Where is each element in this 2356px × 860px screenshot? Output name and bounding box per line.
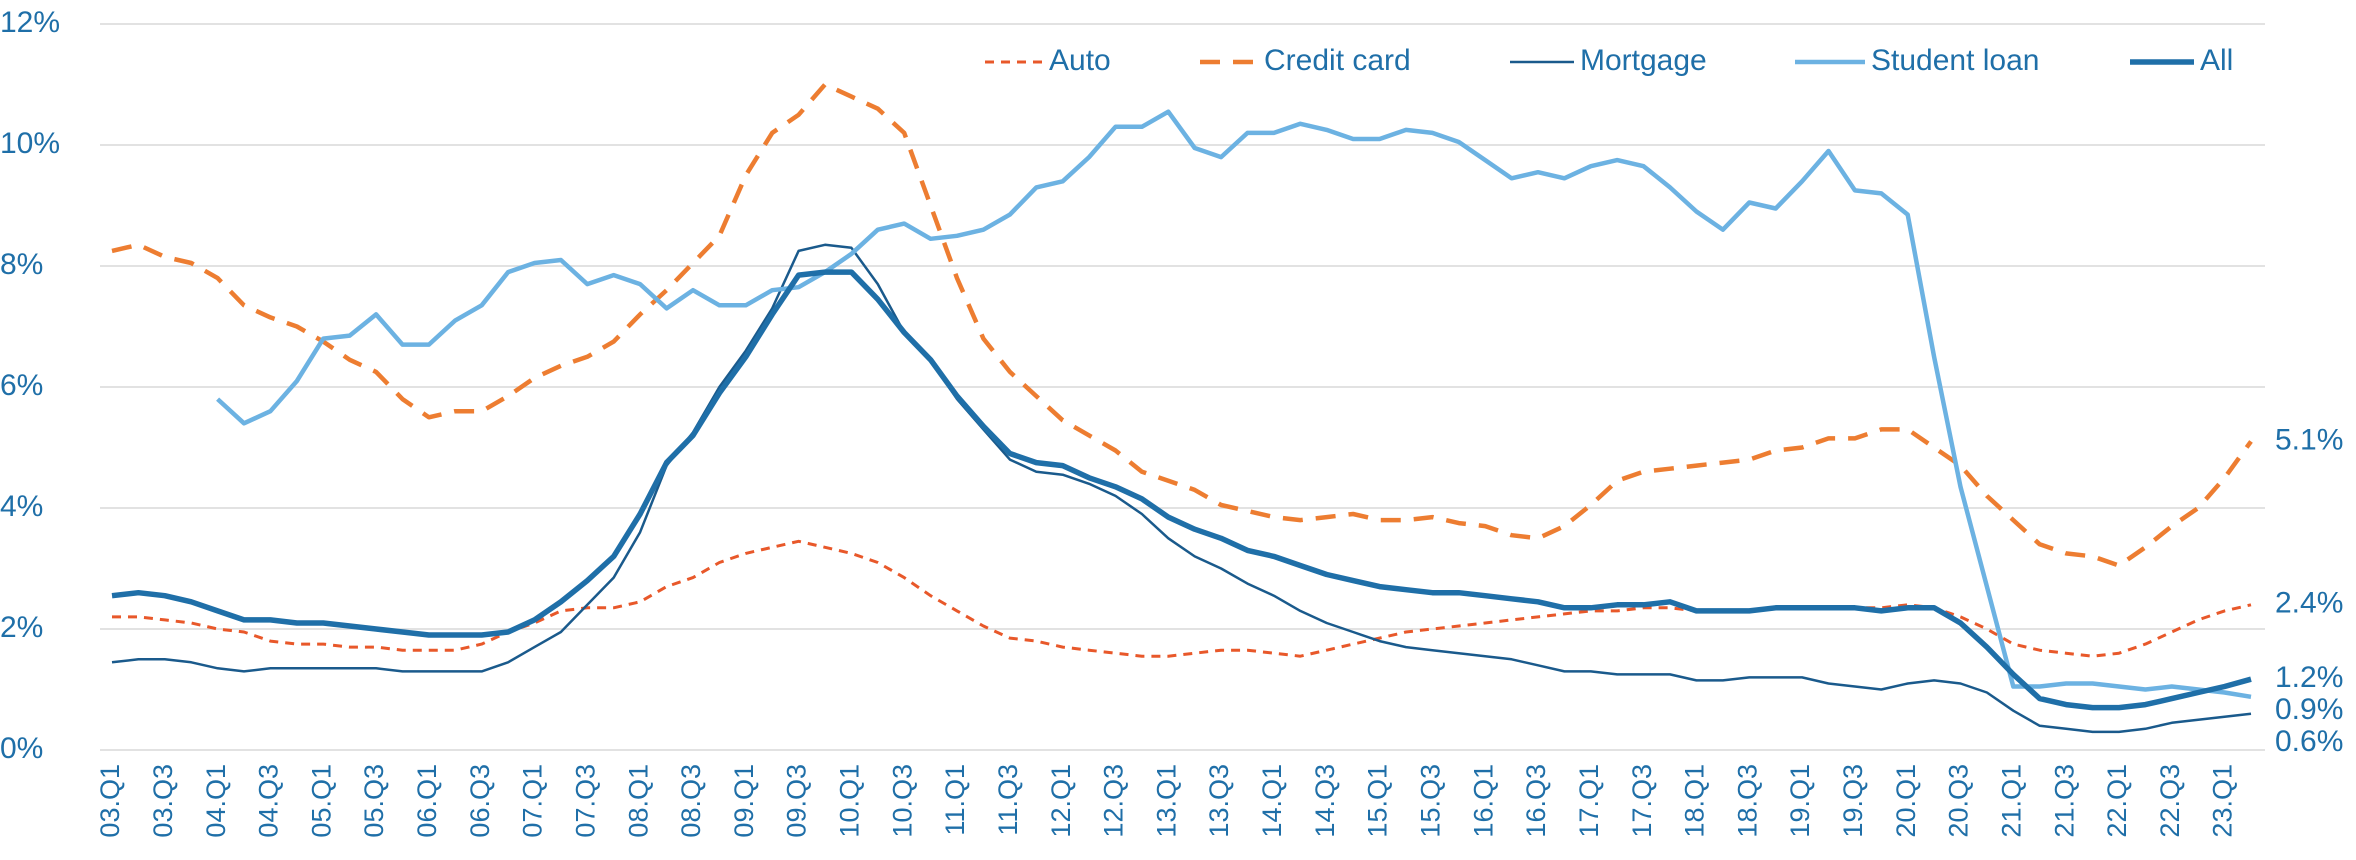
legend-label: Mortgage: [1580, 44, 1707, 77]
x-tick-label: 15.Q3: [1415, 764, 1445, 838]
x-tick-label: 17.Q3: [1627, 764, 1657, 838]
series-line: [111, 82, 2253, 568]
end-label: 5.1%: [2275, 423, 2343, 456]
x-tick-label: 16.Q3: [1521, 764, 1551, 838]
x-tick-label: 18.Q3: [1732, 764, 1762, 838]
x-tick-label: 11.Q3: [993, 764, 1023, 836]
y-tick-label: 8%: [0, 248, 43, 281]
x-tick-label: 16.Q1: [1468, 764, 1498, 838]
legend-label: Auto: [1049, 44, 1111, 77]
x-tick-label: 05.Q1: [306, 764, 336, 838]
y-tick-label: 4%: [0, 490, 43, 523]
legend-label: Credit card: [1264, 44, 1411, 77]
x-tick-label: 07.Q1: [518, 764, 548, 838]
x-tick-label: 08.Q1: [623, 764, 653, 838]
x-tick-label: 13.Q1: [1151, 764, 1181, 838]
series-line: [216, 109, 2252, 700]
x-tick-label: 09.Q3: [782, 764, 812, 838]
series-line: [111, 243, 2252, 734]
series-line: [111, 269, 2252, 711]
end-label: 0.6%: [2275, 725, 2343, 758]
y-tick-label: 6%: [0, 369, 43, 402]
x-tick-label: 22.Q1: [2102, 764, 2132, 838]
y-tick-label: 12%: [0, 6, 60, 39]
legend-label: Student loan: [1871, 44, 2039, 77]
x-tick-label: 21.Q1: [1996, 764, 2026, 838]
x-tick-label: 04.Q1: [201, 764, 231, 838]
y-tick-label: 2%: [0, 611, 43, 644]
x-tick-label: 17.Q1: [1574, 764, 1604, 838]
x-tick-label: 10.Q1: [835, 764, 865, 838]
x-tick-label: 15.Q1: [1363, 764, 1393, 838]
x-tick-label: 22.Q3: [2155, 764, 2185, 838]
x-tick-label: 07.Q3: [570, 764, 600, 838]
x-tick-label: 09.Q1: [729, 764, 759, 838]
legend-label: All: [2200, 44, 2233, 77]
x-tick-label: 05.Q3: [359, 764, 389, 838]
end-label: 2.4%: [2275, 587, 2343, 620]
x-tick-label: 14.Q1: [1257, 764, 1287, 838]
x-tick-label: 20.Q1: [1891, 764, 1921, 838]
series-line: [112, 539, 2252, 658]
x-tick-label: 19.Q3: [1838, 764, 1868, 838]
x-tick-label: 06.Q3: [465, 764, 495, 838]
x-tick-label: 08.Q3: [676, 764, 706, 838]
x-tick-label: 14.Q3: [1310, 764, 1340, 838]
x-tick-label: 12.Q1: [1046, 764, 1076, 838]
y-tick-label: 0%: [0, 732, 43, 765]
x-tick-label: 12.Q3: [1099, 764, 1129, 838]
end-label: 0.9%: [2275, 693, 2343, 726]
y-tick-label: 10%: [0, 127, 60, 160]
x-tick-label: 19.Q1: [1785, 764, 1815, 838]
x-tick-label: 23.Q1: [2208, 764, 2238, 838]
end-label: 1.2%: [2275, 661, 2343, 694]
x-tick-label: 03.Q3: [148, 764, 178, 838]
x-tick-label: 04.Q3: [254, 764, 284, 838]
x-tick-label: 21.Q3: [2049, 764, 2079, 838]
x-tick-label: 20.Q3: [1944, 764, 1974, 838]
x-tick-label: 06.Q1: [412, 764, 442, 838]
x-tick-label: 13.Q3: [1204, 764, 1234, 838]
x-tick-label: 11.Q1: [940, 764, 970, 836]
x-tick-label: 03.Q1: [95, 764, 125, 838]
x-tick-label: 10.Q3: [887, 764, 917, 838]
x-tick-label: 18.Q1: [1680, 764, 1710, 838]
